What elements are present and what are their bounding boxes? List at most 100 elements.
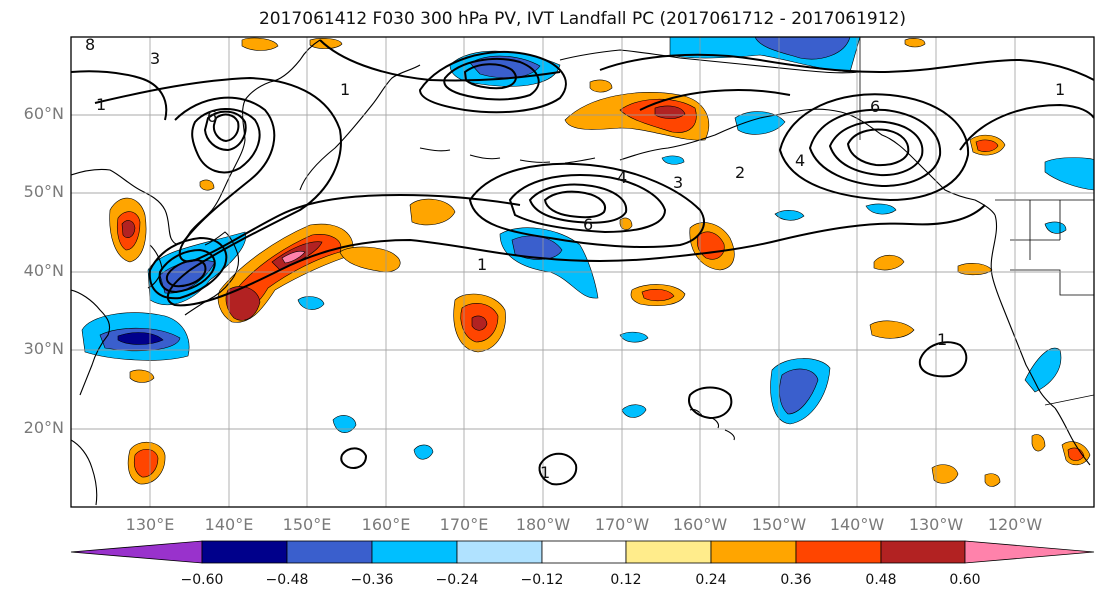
positive-anomaly-east-2 bbox=[873, 254, 905, 271]
contour-korea-3 bbox=[165, 258, 207, 288]
colorbar-swatch bbox=[795, 540, 882, 564]
contour-label-1: 1 bbox=[96, 95, 106, 114]
lon-label-140e: 140°E bbox=[204, 515, 254, 534]
positive-anomaly-aleutian bbox=[409, 198, 456, 226]
coastline-aleutians bbox=[419, 147, 596, 164]
coastline-baja bbox=[1054, 407, 1091, 466]
colorbar-tick-label: 0.60 bbox=[949, 572, 981, 588]
contour-mid-4 bbox=[543, 190, 606, 219]
contour-subtropic-4 bbox=[340, 447, 368, 469]
contour-north-1 bbox=[319, 39, 561, 82]
contour-east-asia-3 bbox=[191, 108, 261, 174]
lon-label-180w: 180°W bbox=[515, 515, 571, 534]
contour-bering-1 bbox=[418, 51, 567, 114]
negative-anomaly-small-2 bbox=[332, 415, 357, 433]
contour-label-1: 1 bbox=[340, 80, 350, 99]
lon-label-120w: 120°W bbox=[987, 515, 1043, 534]
positive-anomaly-japan-sea-inner bbox=[121, 220, 136, 238]
negative-anomaly-small-5 bbox=[621, 404, 647, 418]
negative-anomaly-dateline-core bbox=[511, 235, 563, 260]
negative-anomaly-small-3 bbox=[413, 444, 434, 460]
negative-anomaly-gulf bbox=[734, 111, 786, 135]
contour-subtropic-2 bbox=[688, 386, 733, 420]
contour-bering-2 bbox=[443, 57, 540, 101]
positive-anomaly-north-3 bbox=[589, 79, 613, 93]
lon-label-130e: 130°E bbox=[125, 515, 175, 534]
coastline-asia bbox=[71, 39, 321, 245]
contour-label-6: 6 bbox=[207, 107, 217, 126]
lon-label-140w: 140°W bbox=[829, 515, 885, 534]
colorbar-swatch bbox=[286, 540, 373, 564]
colorbar-extend-low bbox=[70, 540, 203, 564]
positive-anomaly-canada-core bbox=[975, 139, 999, 152]
negative-anomaly-small-1 bbox=[297, 296, 325, 310]
lon-label-150w: 150°W bbox=[751, 515, 807, 534]
colorbar-tick-label: 0.24 bbox=[695, 572, 727, 588]
map-panel: 1 1 1 1 1 1 2 3 3 4 4 6 6 6 8 bbox=[71, 35, 1094, 507]
negative-anomaly-small-7 bbox=[774, 210, 805, 221]
negative-anomaly-small-8 bbox=[1044, 221, 1067, 234]
contour-east-1 bbox=[959, 103, 1094, 151]
coastline-philippines bbox=[71, 439, 98, 506]
coastline-kamchatka bbox=[299, 64, 421, 191]
contour-label-4: 4 bbox=[795, 151, 805, 170]
positive-anomaly-south-2 bbox=[984, 473, 1001, 487]
lat-label-60n: 60°N bbox=[23, 104, 64, 123]
contour-west-1 bbox=[71, 70, 168, 121]
contour-mid-1 bbox=[468, 162, 705, 248]
positive-anomaly-south-3 bbox=[1031, 434, 1046, 452]
lat-label-30n: 30°N bbox=[23, 339, 64, 358]
colorbar-swatch bbox=[880, 540, 966, 564]
contour-label-4: 4 bbox=[617, 168, 627, 187]
positive-anomaly-north-4 bbox=[619, 217, 633, 230]
lon-label-160w: 160°W bbox=[672, 515, 728, 534]
map-title: 2017061412 F030 300 hPa PV, IVT Landfall… bbox=[258, 9, 906, 29]
lat-label-20n: 20°N bbox=[23, 418, 64, 437]
coastline-china bbox=[71, 289, 111, 396]
colorbar bbox=[70, 540, 1095, 564]
positive-anomaly-south-1 bbox=[931, 464, 959, 484]
negative-anomaly-subtropic-core bbox=[779, 368, 819, 415]
coastline-north-america-west bbox=[990, 214, 1056, 409]
lon-label-130w: 130°W bbox=[908, 515, 964, 534]
negative-anomaly-small-6 bbox=[865, 203, 897, 215]
positive-anomaly-south-japan bbox=[225, 286, 261, 321]
contour-korea-1 bbox=[148, 236, 228, 300]
negative-anomaly-canada bbox=[1044, 157, 1094, 191]
contour-label-1: 1 bbox=[540, 463, 550, 482]
contour-korea-2 bbox=[158, 248, 216, 294]
contour-label-3: 3 bbox=[150, 49, 160, 68]
border-us-states bbox=[1010, 200, 1094, 296]
colorbar-tick-label: −0.60 bbox=[180, 572, 224, 588]
positive-anomaly-mid-pacific-inner bbox=[471, 315, 488, 331]
negative-anomaly-small-9 bbox=[661, 155, 685, 165]
lon-label-170w: 170°W bbox=[594, 515, 650, 534]
positive-anomaly-south-4 bbox=[129, 369, 155, 383]
contour-label-1: 1 bbox=[1055, 80, 1065, 99]
lon-label-160e: 160°E bbox=[361, 515, 411, 534]
colorbar-swatch bbox=[456, 540, 543, 564]
lon-label-170e: 170°E bbox=[439, 515, 489, 534]
positive-anomaly-north-5 bbox=[904, 38, 926, 48]
contour-subtropic-1 bbox=[918, 341, 968, 378]
positive-anomaly-north-6 bbox=[199, 179, 215, 191]
contour-east-asia-1 bbox=[94, 76, 986, 307]
positive-anomaly-west-pacific bbox=[339, 246, 401, 273]
map-frame bbox=[70, 36, 1095, 508]
positive-anomaly-kuroshio-pink bbox=[281, 250, 306, 264]
colorbar-tick-label: −0.12 bbox=[520, 572, 564, 588]
colorbar-swatch bbox=[541, 540, 627, 564]
contour-north-3 bbox=[639, 89, 791, 111]
contour-gulf-1 bbox=[778, 93, 970, 202]
lat-label-40n: 40°N bbox=[23, 261, 64, 280]
colorbar-extend-high bbox=[964, 540, 1095, 564]
contour-label-8: 8 bbox=[85, 35, 95, 54]
pv-contours bbox=[71, 39, 1094, 486]
contour-north-2 bbox=[599, 53, 1094, 81]
colorbar-swatch bbox=[201, 540, 288, 564]
positive-anomaly-gulf-alaska-inner bbox=[654, 105, 686, 119]
contour-gulf-2 bbox=[808, 108, 942, 188]
colorbar-swatch bbox=[371, 540, 458, 564]
colorbar-tick-label: 0.12 bbox=[610, 572, 642, 588]
